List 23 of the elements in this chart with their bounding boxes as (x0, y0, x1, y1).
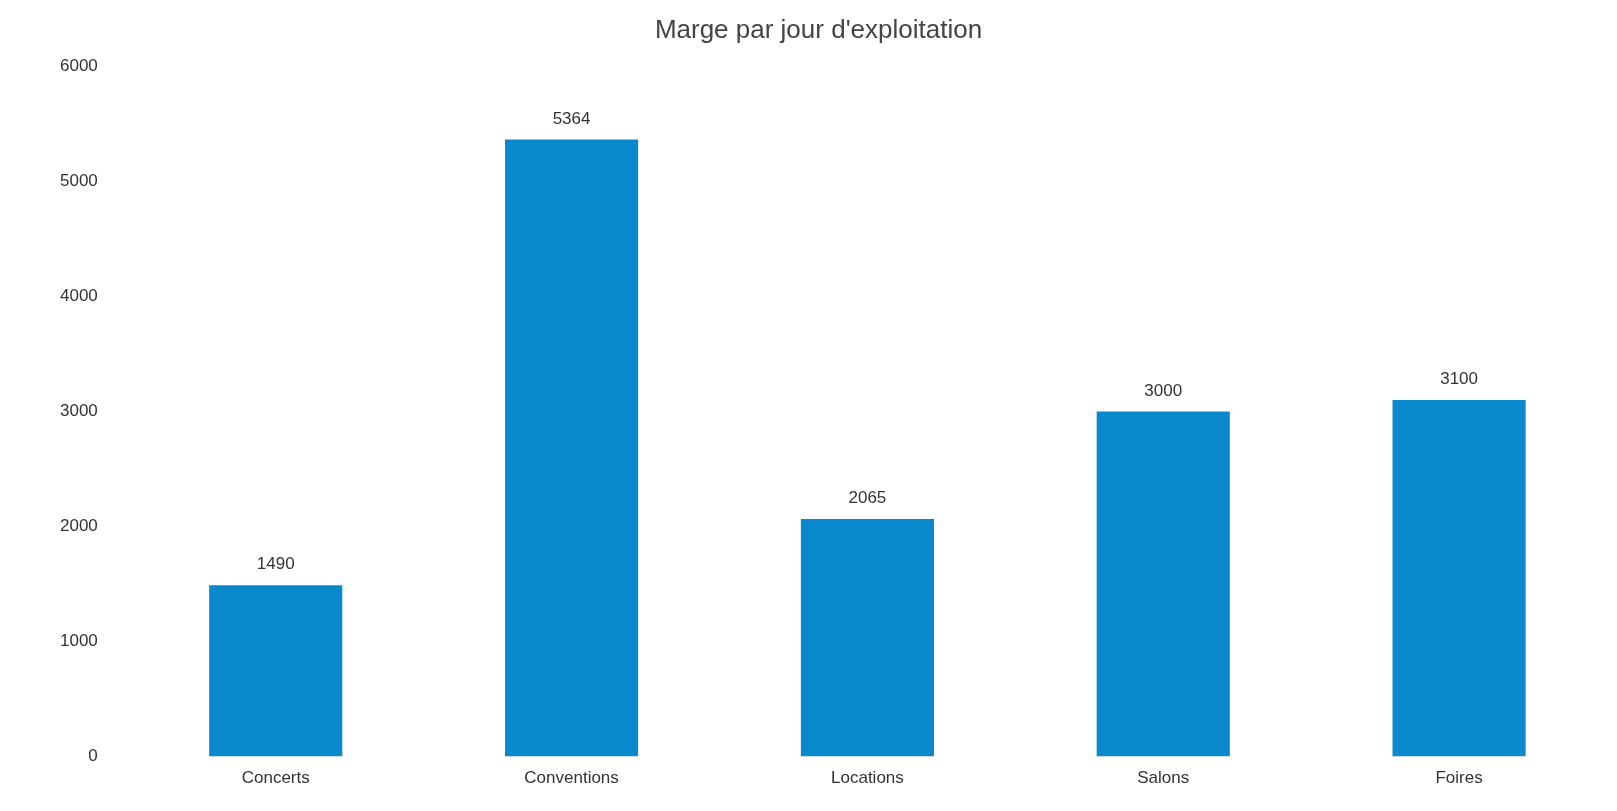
bar (800, 518, 934, 757)
x-tick-label: Conventions (524, 768, 619, 788)
data-label: 1490 (256, 554, 295, 574)
y-tick-label: 0 (88, 746, 98, 766)
data-label: 3100 (1440, 369, 1478, 389)
y-tick-label: 4000 (59, 286, 98, 306)
chart-title: Marge par jour d'exploitation (654, 13, 983, 44)
x-tick-label: Concerts (241, 768, 310, 788)
data-label: 3000 (1144, 380, 1183, 400)
x-tick-label: Salons (1137, 768, 1190, 788)
bar (209, 585, 343, 757)
x-tick-label: Foires (1435, 768, 1483, 788)
y-tick-label: 5000 (59, 170, 98, 190)
data-label: 5364 (552, 108, 591, 128)
bar (1392, 399, 1526, 757)
x-tick-label: Locations (831, 768, 904, 788)
y-tick-label: 6000 (59, 55, 98, 75)
y-tick-label: 3000 (59, 401, 98, 421)
bar (505, 139, 639, 757)
bar (1096, 411, 1230, 757)
data-label: 2065 (848, 488, 887, 508)
y-tick-label: 2000 (59, 516, 98, 536)
y-tick-label: 1000 (59, 631, 98, 651)
